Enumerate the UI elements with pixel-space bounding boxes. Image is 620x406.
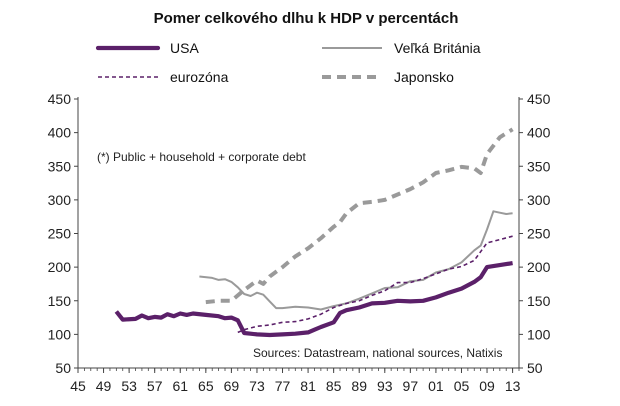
- x-tick-label: 77: [275, 378, 291, 394]
- legend-label: Japonsko: [394, 69, 454, 85]
- y-tick-label-right: 400: [527, 125, 551, 141]
- x-tick-label: 85: [326, 378, 342, 394]
- y-tick-label-left: 250: [48, 226, 72, 242]
- x-tick-label: 49: [96, 378, 112, 394]
- series-line-eurozóna: [237, 235, 513, 334]
- y-tick-label-left: 350: [48, 158, 72, 174]
- legend-label: Veľká Británia: [394, 40, 481, 56]
- x-tick-label: 53: [121, 378, 137, 394]
- legend: USA eurozóna Veľká Británia Japonsko: [95, 40, 481, 85]
- chart-title: Pomer celkového dlhu k HDP v percentách: [154, 10, 459, 27]
- x-tick-label: 89: [351, 378, 367, 394]
- chart-note: (*) Public + household + corporate debt: [97, 150, 306, 164]
- x-tick-label: 13: [505, 378, 521, 394]
- y-tick-label-right: 50: [527, 360, 543, 376]
- x-tick-label: 01: [428, 378, 444, 394]
- x-tick-label: 45: [70, 378, 86, 394]
- y-tick-label-left: 100: [48, 326, 72, 342]
- x-tick-label: 57: [147, 378, 163, 394]
- axes: 50 50 100 100 150 150 200 200 250 250 300 300 350 350…: [48, 91, 551, 394]
- y-tick-label-left: 50: [55, 360, 71, 376]
- x-tick-label: 97: [403, 378, 419, 394]
- x-tick-label: 61: [172, 378, 188, 394]
- legend-label: USA: [170, 40, 199, 56]
- y-tick-label-right: 100: [527, 326, 551, 342]
- chart-source: Sources: Datastream, national sources, N…: [253, 346, 502, 360]
- x-tick-label: 73: [249, 378, 265, 394]
- y-tick-label-left: 200: [48, 259, 72, 275]
- y-tick-label-right: 200: [527, 259, 551, 275]
- legend-label: eurozóna: [170, 69, 229, 85]
- series-line-usa: [114, 261, 513, 338]
- x-tick-label: 09: [479, 378, 495, 394]
- y-tick-label-left: 150: [48, 293, 72, 309]
- y-tick-label-left: 300: [48, 192, 72, 208]
- series-line-japonsko: [205, 127, 514, 305]
- y-tick-label-left: 400: [48, 125, 72, 141]
- y-tick-label-right: 350: [527, 158, 551, 174]
- x-tick-label: 05: [454, 378, 470, 394]
- x-tick-label: 69: [224, 378, 240, 394]
- plot-area: [114, 127, 514, 338]
- series-line-veľká-británia: [199, 210, 513, 311]
- x-tick-label: 65: [198, 378, 214, 394]
- y-tick-label-right: 300: [527, 192, 551, 208]
- y-tick-label-right: 150: [527, 293, 551, 309]
- y-tick-label-left: 450: [48, 91, 72, 107]
- y-tick-label-right: 250: [527, 226, 551, 242]
- x-tick-label: 93: [377, 378, 393, 394]
- x-tick-label: 81: [300, 378, 316, 394]
- y-tick-label-right: 450: [527, 91, 551, 107]
